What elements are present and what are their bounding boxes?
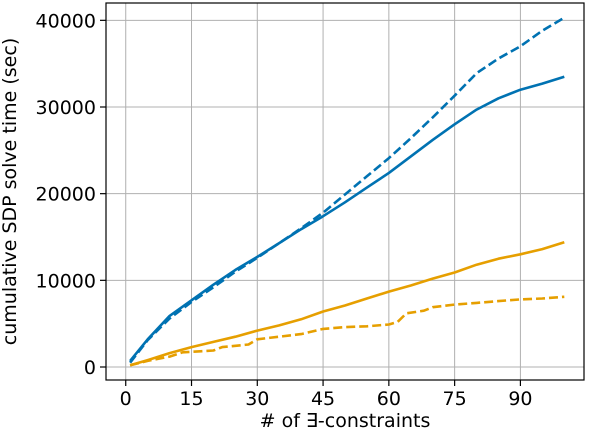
x-tick-label: 90: [508, 388, 532, 410]
x-tick-label: 45: [311, 388, 335, 410]
x-tick-label: 30: [245, 388, 269, 410]
y-tick-label: 0: [84, 357, 96, 379]
y-tick-label: 20000: [36, 184, 96, 206]
x-tick-label: 75: [443, 388, 467, 410]
series-line-2: [129, 16, 565, 364]
x-tick-label: 60: [377, 388, 401, 410]
y-tick-label: 40000: [36, 10, 96, 32]
series-line-4: [129, 295, 565, 367]
series-line-3: [129, 240, 565, 367]
x-tick-label: 15: [179, 388, 203, 410]
y-axis-title: cumulative SDP solve time (sec): [0, 38, 21, 345]
x-axis-title: # of ∃-constraints: [260, 410, 431, 429]
y-tick-label: 30000: [36, 97, 96, 119]
x-tick-label: 0: [120, 388, 132, 410]
axis-ticks: 0 15 30 45 60 75 90 0 10000 20000 30000 40000: [36, 10, 533, 410]
series-lines: [129, 16, 565, 367]
grid: [106, 3, 584, 380]
y-tick-label: 10000: [36, 270, 96, 292]
plot-frame: [105, 2, 585, 381]
series-line-1: [129, 75, 565, 362]
